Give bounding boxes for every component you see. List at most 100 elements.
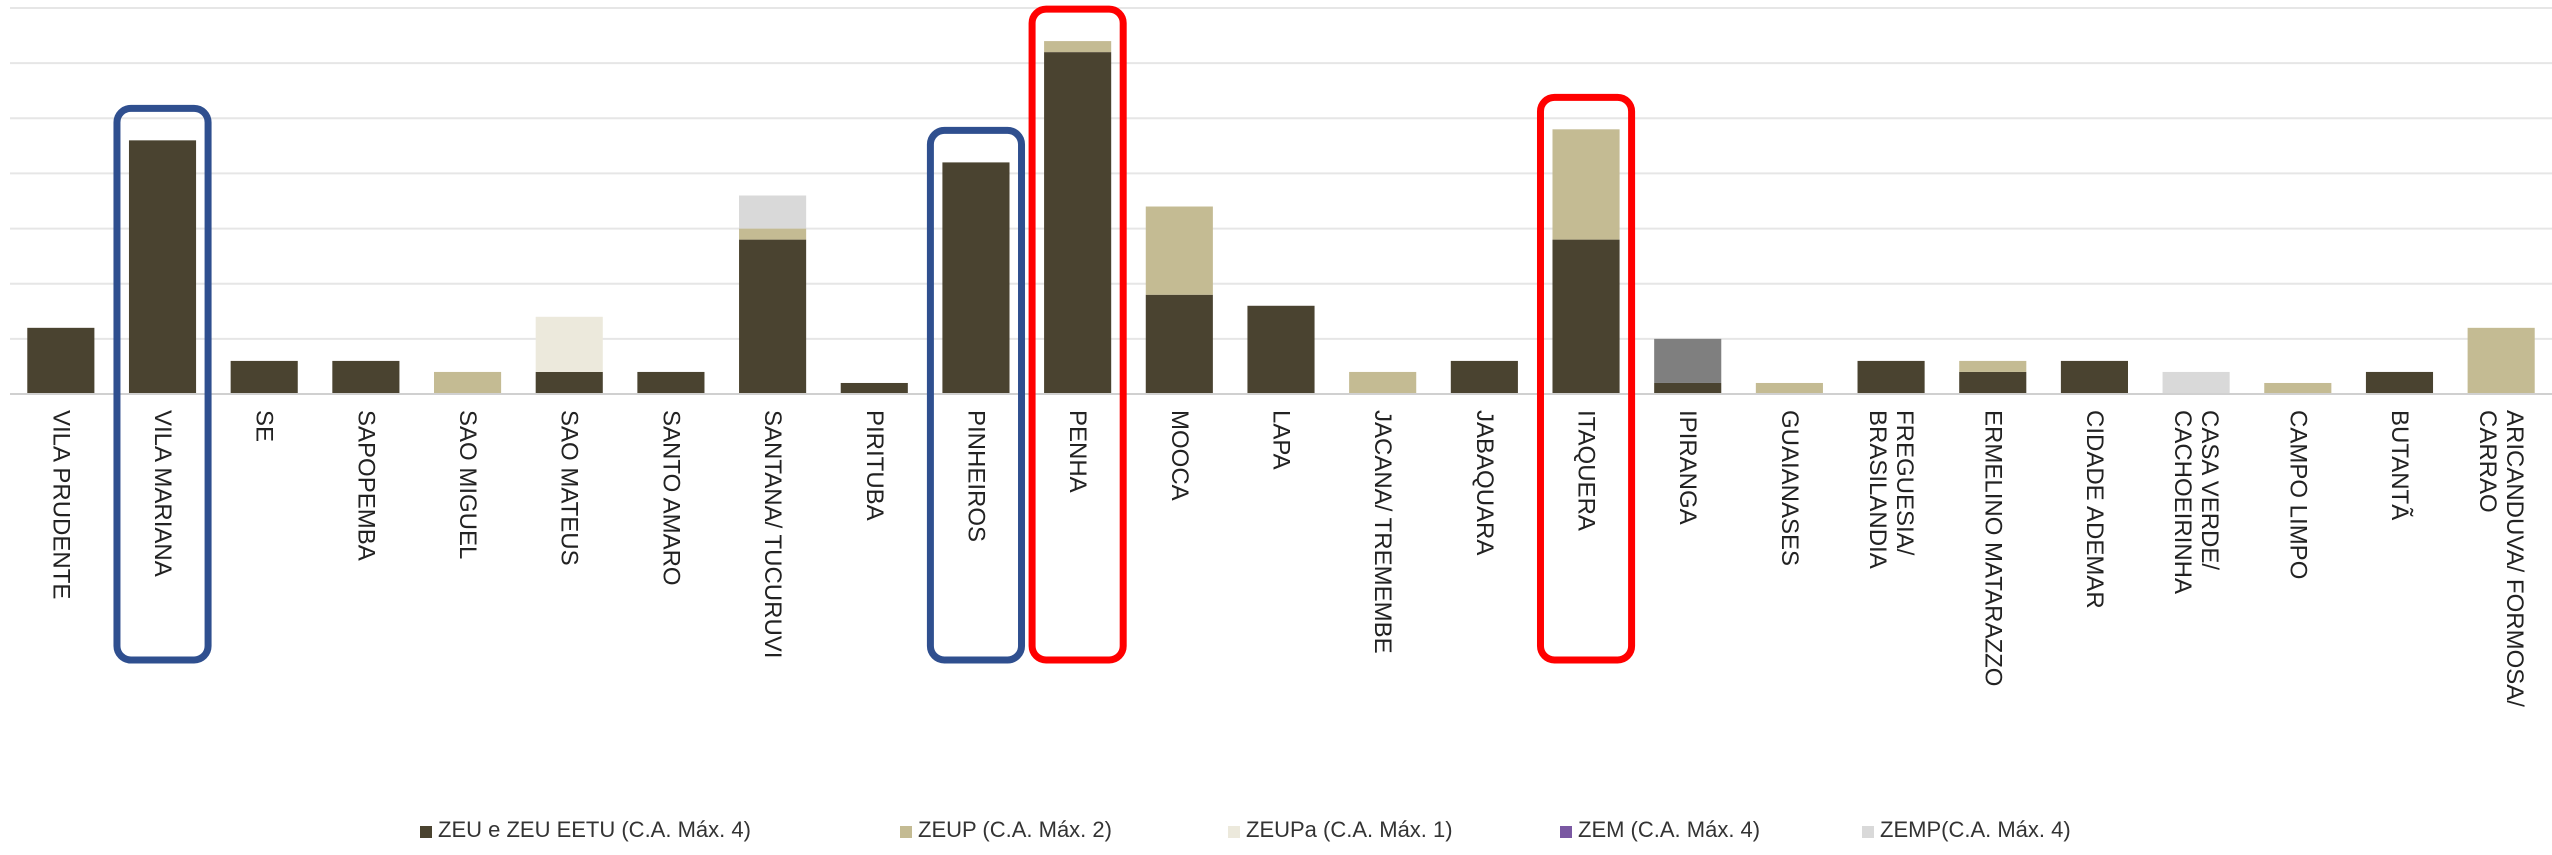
bar-jabaquara-zeu-e-zeu-eetu-c-a-max-4: [1450, 360, 1518, 394]
category-label-cidade-ademar: CIDADE ADEMAR: [2081, 410, 2108, 609]
category-label-line: ARICANDUVA/ FORMOSA/: [2501, 410, 2528, 707]
category-label-line: VILA MARIANA: [149, 410, 176, 577]
category-label-line: FREGUESIA/: [1891, 410, 1918, 556]
category-label-line: SAPOPEMBA: [352, 410, 379, 561]
bar-butanta-zeu-e-zeu-eetu-c-a-max-4: [2365, 371, 2434, 394]
bar-aricanduva-formosa-carrao-zeup-c-a-max-2: [2467, 327, 2535, 394]
bar-ipiranga-unnamed: [1654, 338, 1722, 383]
highlight-box-itaquera: [1536, 93, 1636, 664]
highlight-box-penha: [1028, 5, 1127, 664]
legend-item-zeupa-c-a-max-1: ZEUPa (C.A. Máx. 1): [1228, 817, 1453, 842]
bar-freguesia-brasilandia-zeu-e-zeu-eetu-c-a-max-4: [1857, 360, 1925, 394]
legend-swatch: [1560, 826, 1572, 838]
category-label-sapopemba: SAPOPEMBA: [352, 410, 379, 561]
bar-ermelino-matarazzo-zeup-c-a-max-2: [1959, 360, 2027, 372]
category-label-line: BUTANTÃ: [2386, 410, 2413, 520]
category-label-sao-miguel: SAO MIGUEL: [454, 410, 481, 559]
legend-label: ZEUPa (C.A. Máx. 1): [1246, 817, 1453, 842]
category-label-vila-mariana: VILA MARIANA: [149, 410, 176, 577]
category-label-line: VILA PRUDENTE: [47, 410, 74, 599]
legend-label: ZEUP (C.A. Máx. 2): [918, 817, 1112, 842]
bar-santana-tucuruvi-zeu-e-zeu-eetu-c-a-max-4: [739, 239, 807, 394]
category-label-santana-tucuruvi: SANTANA/ TUCURUVI: [759, 410, 786, 658]
category-label-line: LAPA: [1268, 410, 1295, 470]
category-label-line: SANTO AMARO: [657, 410, 684, 586]
bar-sao-mateus-zeu-e-zeu-eetu-c-a-max-4: [535, 371, 603, 394]
legend-label: ZEMP(C.A. Máx. 4): [1880, 817, 2071, 842]
category-label-line: PINHEIROS: [962, 410, 989, 542]
category-label-line: SAO MATEUS: [556, 410, 583, 566]
category-label-line: MOOCA: [1166, 410, 1193, 501]
category-label-jabaquara: JABAQUARA: [1471, 410, 1498, 555]
bar-santo-amaro-zeu-e-zeu-eetu-c-a-max-4: [637, 371, 705, 394]
legend-swatch: [1228, 826, 1240, 838]
bar-lapa-zeu-e-zeu-eetu-c-a-max-4: [1247, 305, 1315, 394]
bar-jacana-tremembe-zeup-c-a-max-2: [1349, 371, 1417, 394]
category-label-itaquera: ITAQUERA: [1573, 410, 1600, 531]
category-label-line: CIDADE ADEMAR: [2081, 410, 2108, 609]
legend: ZEU e ZEU EETU (C.A. Máx. 4) ZEUP (C.A. M…: [420, 817, 2071, 842]
category-label-line: IPIRANGA: [1674, 410, 1701, 525]
category-label-pirituba: PIRITUBA: [861, 410, 888, 521]
bar-ipiranga-zeu-e-zeu-eetu-c-a-max-4: [1654, 382, 1722, 394]
category-label-line: ERMELINO MATARAZZO: [1979, 410, 2006, 686]
legend-swatch: [420, 826, 432, 838]
legend-label: ZEU e ZEU EETU (C.A. Máx. 4): [438, 817, 751, 842]
legend-item-zeu-e-zeu-eetu-c-a-max-4: ZEU e ZEU EETU (C.A. Máx. 4): [420, 817, 751, 842]
bar-se-zeu-e-zeu-eetu-c-a-max-4: [230, 360, 298, 394]
legend-label: ZEM (C.A. Máx. 4): [1578, 817, 1760, 842]
category-label-se: SE: [251, 410, 278, 442]
category-label-ermelino-matarazzo: ERMELINO MATARAZZO: [1979, 410, 2006, 686]
bar-itaquera-zeu-e-zeu-eetu-c-a-max-4: [1552, 239, 1620, 394]
bar-cidade-ademar-zeu-e-zeu-eetu-c-a-max-4: [2060, 360, 2128, 394]
category-label-ipiranga: IPIRANGA: [1674, 410, 1701, 525]
category-label-jacana-tremembe: JACANA/ TREMEMBE: [1369, 410, 1396, 654]
bar-sapopemba-zeu-e-zeu-eetu-c-a-max-4: [332, 360, 400, 394]
highlight-box-vila-mariana: [113, 104, 212, 664]
bars: [27, 41, 2535, 394]
bar-campo-limpo-zeup-c-a-max-2: [2264, 382, 2332, 394]
bar-pinheiros-zeu-e-zeu-eetu-c-a-max-4: [942, 162, 1010, 394]
bar-sao-miguel-zeup-c-a-max-2: [434, 371, 502, 394]
legend-swatch: [900, 826, 912, 838]
category-label-penha: PENHA: [1064, 410, 1091, 493]
category-label-casa-verde-cachoeirinha: CASA VERDE/CACHOEIRINHA: [2169, 410, 2223, 594]
category-label-line: ITAQUERA: [1573, 410, 1600, 531]
category-label-sao-mateus: SAO MATEUS: [556, 410, 583, 566]
category-label-line: PIRITUBA: [861, 410, 888, 521]
category-label-line: BRASILANDIA: [1864, 410, 1891, 569]
category-label-pinheiros: PINHEIROS: [962, 410, 989, 542]
category-label-butanta: BUTANTÃ: [2386, 410, 2413, 520]
legend-swatch: [1862, 826, 1874, 838]
highlight-box-pinheiros: [926, 126, 1026, 664]
category-label-line: CACHOEIRINHA: [2169, 410, 2196, 594]
category-label-lapa: LAPA: [1268, 410, 1295, 470]
bar-ermelino-matarazzo-zeu-e-zeu-eetu-c-a-max-4: [1959, 371, 2027, 394]
category-label-campo-limpo: CAMPO LIMPO: [2284, 410, 2311, 579]
bar-mooca-zeup-c-a-max-2: [1145, 206, 1213, 295]
bar-casa-verde-cachoeirinha-zemp-c-a-max-4: [2162, 371, 2230, 394]
category-label-line: SE: [251, 410, 278, 442]
bar-guaianases-zeup-c-a-max-2: [1755, 382, 1823, 394]
category-label-vila-prudente: VILA PRUDENTE: [47, 410, 74, 599]
bar-penha-zeup-c-a-max-2: [1044, 41, 1112, 53]
gridlines: [10, 7, 2552, 340]
category-label-line: JABAQUARA: [1471, 410, 1498, 555]
category-label-freguesia-brasilandia: FREGUESIA/BRASILANDIA: [1864, 410, 1918, 569]
bar-sao-mateus-zeupa-c-a-max-1: [535, 316, 603, 372]
category-label-line: CARRAO: [2474, 410, 2501, 513]
category-label-line: SANTANA/ TUCURUVI: [759, 410, 786, 658]
category-label-line: CASA VERDE/: [2196, 410, 2223, 570]
bar-vila-mariana-zeu-e-zeu-eetu-c-a-max-4: [128, 140, 197, 394]
bar-santana-tucuruvi-zemp-c-a-max-4: [739, 195, 807, 229]
bar-mooca-zeu-e-zeu-eetu-c-a-max-4: [1145, 294, 1213, 394]
legend-item-zemp-c-a-max-4: ZEMP(C.A. Máx. 4): [1862, 817, 2071, 842]
category-label-line: PENHA: [1064, 410, 1091, 493]
bar-santana-tucuruvi-zeup-c-a-max-2: [739, 228, 807, 240]
category-label-line: CAMPO LIMPO: [2284, 410, 2311, 579]
bar-vila-prudente-zeu-e-zeu-eetu-c-a-max-4: [27, 327, 95, 394]
category-labels: VILA PRUDENTE VILA MARIANA SE SAPOPEMBA SAO …: [47, 410, 2528, 707]
category-label-santo-amaro: SANTO AMARO: [657, 410, 684, 586]
category-label-line: GUAIANASES: [1776, 410, 1803, 566]
highlight-boxes: [113, 5, 1636, 664]
